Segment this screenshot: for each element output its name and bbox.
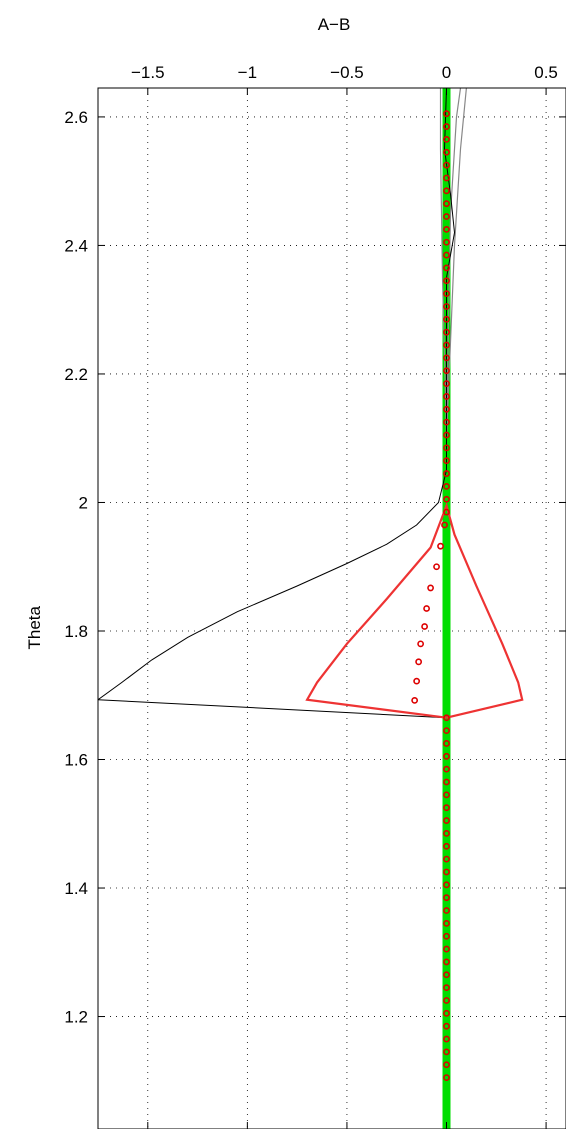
red-circle-marker [443, 457, 450, 465]
y-tick-label: 2.4 [64, 236, 88, 255]
red-circle-marker [443, 842, 450, 850]
red-circle-marker [443, 187, 450, 195]
red-circle-marker [443, 174, 450, 182]
red-circle-marker [443, 1035, 450, 1043]
red-circle-marker [443, 148, 450, 156]
y-tick-label: 1.2 [64, 1008, 88, 1027]
red-circle-marker [443, 418, 450, 426]
red-circle-marker [443, 315, 450, 323]
red-circle-marker [443, 1048, 450, 1056]
red-circle-marker [421, 623, 429, 630]
red-circle-marker [443, 958, 450, 966]
red-circle-marker [443, 136, 450, 143]
red-circle-marker [443, 932, 450, 940]
red-circle-marker [443, 508, 450, 516]
red-circle-marker [443, 444, 450, 452]
red-circle-marker [443, 945, 450, 953]
red-circle-marker [437, 542, 444, 550]
red-circle-marker [443, 855, 450, 863]
red-circle-marker [443, 161, 450, 169]
red-circle-marker [443, 919, 450, 927]
red-circle-marker [443, 483, 450, 490]
grid [98, 88, 566, 1129]
red-circle-marker [443, 354, 450, 362]
red-circle-marker [427, 584, 434, 592]
red-circle-marker [443, 868, 450, 876]
red-circle-marker [413, 677, 421, 685]
x-tick-label: 0.5 [534, 63, 558, 82]
red-circle-marker [443, 1074, 450, 1081]
x-axis-title: A−B [318, 15, 351, 34]
y-tick-label: 1.8 [64, 622, 88, 641]
y-tick-label: 1.4 [64, 879, 88, 898]
red-circle-marker [443, 714, 450, 722]
x-tick-label: −1.5 [131, 63, 165, 82]
y-tick-label: 2.2 [64, 365, 88, 384]
red-circle-marker [443, 495, 450, 503]
red-circle-marker [443, 1061, 450, 1069]
red-circle-marker [443, 881, 450, 889]
y-axis-title: Theta [25, 606, 44, 650]
red-circle-marker [443, 110, 450, 118]
red-circle-marker [443, 431, 450, 439]
red-circle-marker [443, 804, 450, 812]
red-circle-marker [411, 696, 419, 704]
red-circle-marker [443, 251, 450, 259]
red-circle-marker [417, 640, 425, 648]
y-tick-label: 1.6 [64, 751, 88, 770]
y-tick-label: 2.6 [64, 108, 88, 127]
gray-series-line [445, 88, 462, 439]
gray-series-line [445, 88, 467, 439]
red-circle-marker [443, 277, 450, 285]
red-circle-marker [443, 470, 450, 477]
axes-box [97, 87, 566, 1129]
red-circle-marker [443, 303, 450, 310]
red-circle-marker [433, 563, 440, 571]
red-circle-marker [443, 238, 450, 246]
red-circle-marker [443, 894, 450, 902]
red-circle-marker [443, 1009, 450, 1017]
red-circle-marker [443, 791, 450, 799]
plot-area [98, 88, 524, 1129]
red-circle-marker [443, 1022, 450, 1030]
red-circle-marker [443, 328, 450, 336]
red-circle-marker [443, 264, 450, 272]
red-circle-marker [443, 380, 450, 387]
red-circle-marker [443, 200, 450, 208]
red-circle-marker [443, 778, 450, 786]
red-circle-marker [443, 213, 450, 220]
red-circle-marker [443, 971, 450, 979]
red-circle-marker [443, 740, 450, 747]
red-circle-marker [443, 727, 450, 734]
red-circle-marker [443, 907, 450, 914]
red-circle-marker [443, 997, 450, 1004]
red-series-line [305, 502, 524, 719]
red-circle-marker [443, 765, 450, 773]
red-circle-marker [415, 658, 423, 666]
red-circle-marker [443, 984, 450, 992]
red-circle-marker [443, 405, 450, 413]
y-tick-label: 2 [79, 493, 88, 512]
red-circle-marker [443, 341, 450, 349]
red-circle-marker [443, 752, 450, 760]
red-circle-marker [443, 290, 450, 298]
red-circle-marker [443, 225, 450, 233]
red-circle-marker [443, 817, 450, 824]
red-circle-marker [441, 521, 448, 529]
red-circle-marker [443, 830, 450, 837]
red-circle-marker [443, 393, 450, 400]
black-series-line [98, 88, 456, 719]
x-tick-label: 0 [442, 63, 451, 82]
red-circle-marker [443, 367, 450, 375]
ticks: −1.5 −1 −0.5 0 0.5 1.2 1.4 1.6 1.8 2 2.2 2.4 2.6 [64, 63, 566, 1129]
x-tick-label: −1 [238, 63, 257, 82]
x-tick-label: −0.5 [330, 63, 364, 82]
red-circle-marker [443, 123, 450, 130]
red-circle-marker [423, 605, 430, 612]
